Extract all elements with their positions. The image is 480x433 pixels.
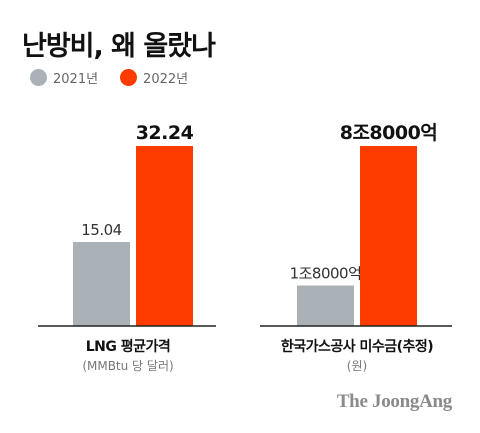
legend-swatch-2021: [30, 69, 47, 86]
legend-label-2022: 2022년: [143, 72, 189, 87]
legend-item-2021: 2021년: [30, 68, 98, 87]
legend: 2021년 2022년: [30, 68, 188, 87]
category-label-chart1: LNG 평균가격: [86, 338, 171, 355]
category-label-chart2: 한국가스공사 미수금(추정): [281, 338, 433, 355]
unit-label-chart2: (원): [347, 359, 367, 373]
data-label-chart2-2022: 8조8000억: [340, 122, 438, 144]
unit-label-chart1: (MMBtu 당 달러): [82, 359, 173, 373]
data-label-chart1-2022: 32.24: [136, 122, 194, 144]
bar-chart1-2021: [73, 242, 130, 326]
source-logo: The JoongAng: [336, 391, 452, 412]
bar-chart2-2021: [297, 285, 354, 326]
legend-item-2022: 2022년: [120, 68, 188, 87]
data-label-chart1-2021: 15.04: [81, 221, 121, 239]
data-label-chart2-2021: 1조8000억: [290, 265, 362, 283]
legend-label-2021: 2021년: [53, 72, 99, 87]
chart-title: 난방비, 왜 올랐나: [22, 31, 216, 62]
bar-chart2-2022: [360, 146, 417, 326]
legend-swatch-2022: [120, 69, 138, 86]
bar-chart1-2022: [136, 146, 193, 326]
